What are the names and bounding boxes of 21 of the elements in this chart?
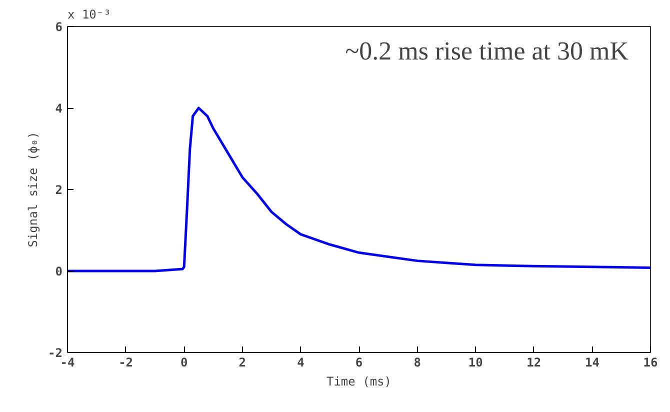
line-series xyxy=(68,106,650,272)
x-tick-label: 16 xyxy=(643,356,658,370)
x-tick-label: 12 xyxy=(526,356,542,370)
text: x 10⁻³ xyxy=(68,8,111,22)
x-tick-label: 4 xyxy=(297,356,304,370)
y-tick-label: 4 xyxy=(55,102,63,116)
x-tick-label: -4 xyxy=(60,356,75,370)
x-axis-title: Time (ms) xyxy=(326,374,392,388)
y-tick-label: 0 xyxy=(55,264,63,278)
x-tick-label: 8 xyxy=(414,356,421,370)
x-tick-label: 6 xyxy=(355,356,363,370)
y-tick-label: -2 xyxy=(48,346,63,360)
y-tick-label: 2 xyxy=(55,183,63,197)
x-tick-label: 2 xyxy=(238,356,246,370)
y-tick-label: 6 xyxy=(55,20,63,34)
x-tick-label: 0 xyxy=(180,356,188,370)
x-tick-label: 14 xyxy=(584,356,600,370)
x-tick-label: -2 xyxy=(118,356,134,370)
annotation: ~0.2 ms rise time at 30 mK xyxy=(345,36,629,66)
x-tick-label: 10 xyxy=(468,356,483,370)
y-axis-title: Signal size (ϕ₀) xyxy=(26,132,40,248)
